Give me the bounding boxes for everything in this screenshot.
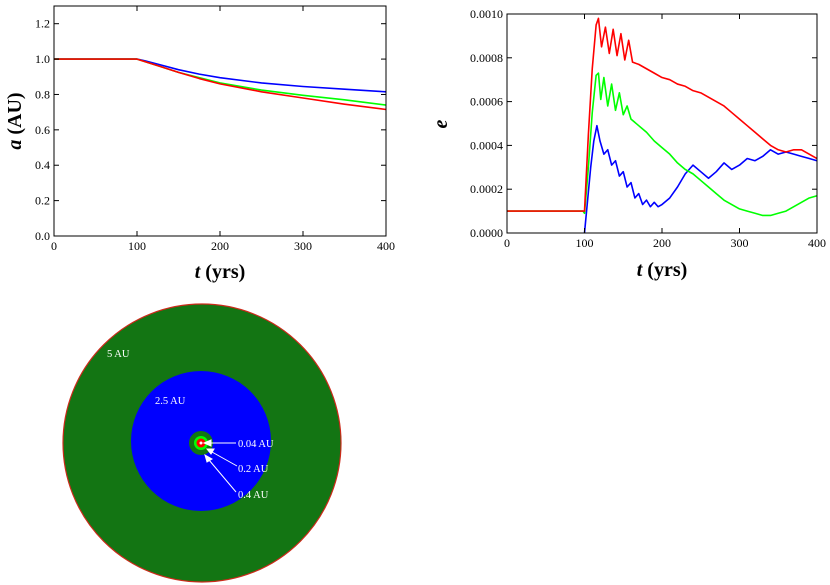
chart-a-frame [53, 5, 387, 237]
y-tick-label: 1.2 [35, 17, 50, 31]
disk-diagram: 5 AU 2.5 AU 0.04 AU 0.2 AU 0.4 AU [62, 303, 342, 583]
x-tick-label: 0 [51, 239, 57, 253]
chart-e-ylabel: e [430, 119, 452, 128]
disk-arrows [202, 439, 238, 493]
x-tick-label: 400 [808, 236, 826, 250]
y-tick-label: 0.0008 [470, 51, 503, 65]
label-0-4au: 0.4 AU [238, 490, 269, 501]
y-tick-label: 0.0002 [470, 182, 503, 196]
x-tick-label: 400 [377, 239, 395, 253]
y-tick-label: 0.0 [35, 229, 50, 243]
y-tick-label: 1.0 [35, 52, 50, 66]
x-tick-label: 300 [731, 236, 749, 250]
y-tick-label: 0.2 [35, 194, 50, 208]
chart-a: 0 100 200 300 400 0.0 0.2 0.4 0.6 0.8 1.0 1.2 t (yr… [4, 5, 395, 283]
star-center [199, 441, 203, 445]
chart-e-ticks: 0 100 200 300 400 0.0000 0.0002 0.0004 0.0006 0.0… [470, 7, 826, 250]
label-0-2au: 0.2 AU [238, 464, 269, 475]
chart-e: 0 100 200 300 400 0.0000 0.0002 0.0004 0.0006 0.0… [430, 7, 826, 281]
x-tick-label: 200 [653, 236, 671, 250]
label-2-5au: 2.5 AU [155, 396, 186, 407]
chart-e-frame [506, 13, 818, 234]
y-tick-label: 0.4 [35, 158, 50, 172]
label-5au: 5 AU [107, 349, 130, 360]
arrow-0-4au [208, 459, 237, 493]
arrow-0-2au [211, 451, 238, 467]
y-tick-label: 0.0000 [470, 226, 503, 240]
x-tick-label: 100 [576, 236, 594, 250]
chart-e-xlabel: t (yrs) [637, 259, 688, 281]
chart-a-lines [54, 58, 387, 111]
chart-a-ticks: 0 100 200 300 400 0.0 0.2 0.4 0.6 0.8 1.0 1.2 [35, 6, 395, 253]
y-tick-label: 0.0010 [470, 7, 503, 21]
chart-e-lines [507, 17, 818, 234]
series-line-blue [583, 124, 818, 234]
label-0-04au: 0.04 AU [238, 439, 274, 450]
y-tick-label: 0.0004 [470, 138, 503, 152]
x-tick-label: 300 [294, 239, 312, 253]
y-tick-label: 0.6 [35, 123, 50, 137]
series-line-green [54, 58, 387, 106]
series-line-red [507, 17, 818, 212]
y-tick-label: 0.0006 [470, 95, 503, 109]
x-tick-label: 0 [504, 236, 510, 250]
x-tick-label: 100 [128, 239, 146, 253]
chart-a-ylabel: a (AU) [4, 92, 26, 149]
chart-a-xlabel: t (yrs) [195, 261, 246, 283]
y-tick-label: 0.8 [35, 87, 50, 101]
x-tick-label: 200 [211, 239, 229, 253]
arrowhead-0-2au [205, 448, 215, 455]
arrowhead-0-4au [204, 453, 213, 463]
series-line-red [54, 58, 387, 111]
series-line-green [507, 72, 818, 217]
series-line-blue [54, 58, 387, 93]
arrowhead-0-04au [202, 439, 212, 447]
